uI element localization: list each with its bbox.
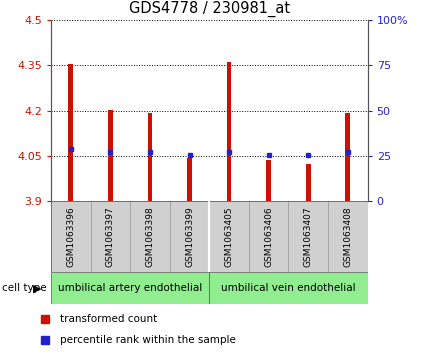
- Bar: [227, 62, 232, 201]
- Bar: [346, 113, 350, 201]
- Bar: [266, 160, 271, 201]
- Bar: [187, 158, 192, 201]
- Bar: [68, 64, 73, 201]
- Bar: [209, 201, 249, 272]
- Text: umbilical vein endothelial: umbilical vein endothelial: [221, 283, 356, 293]
- Text: GSM1063408: GSM1063408: [343, 207, 352, 267]
- Bar: [249, 201, 289, 272]
- Text: GSM1063396: GSM1063396: [66, 207, 75, 267]
- Text: percentile rank within the sample: percentile rank within the sample: [60, 335, 236, 346]
- Bar: [170, 201, 209, 272]
- Text: umbilical artery endothelial: umbilical artery endothelial: [58, 283, 202, 293]
- Bar: [108, 110, 113, 201]
- Bar: [51, 201, 91, 272]
- Text: transformed count: transformed count: [60, 314, 157, 324]
- Text: GSM1063397: GSM1063397: [106, 207, 115, 267]
- Text: GSM1063398: GSM1063398: [145, 207, 154, 267]
- Bar: [289, 201, 328, 272]
- Bar: [306, 164, 311, 201]
- Bar: [130, 201, 170, 272]
- Bar: [328, 201, 368, 272]
- Text: GSM1063406: GSM1063406: [264, 207, 273, 267]
- Bar: [147, 113, 152, 201]
- Text: GSM1063407: GSM1063407: [304, 207, 313, 267]
- Bar: [91, 201, 130, 272]
- Text: ▶: ▶: [33, 283, 42, 293]
- Text: GSM1063405: GSM1063405: [224, 207, 234, 267]
- Text: GSM1063399: GSM1063399: [185, 207, 194, 267]
- Bar: [209, 272, 368, 304]
- Bar: [51, 272, 209, 304]
- Text: cell type: cell type: [2, 283, 47, 293]
- Title: GDS4778 / 230981_at: GDS4778 / 230981_at: [129, 1, 290, 17]
